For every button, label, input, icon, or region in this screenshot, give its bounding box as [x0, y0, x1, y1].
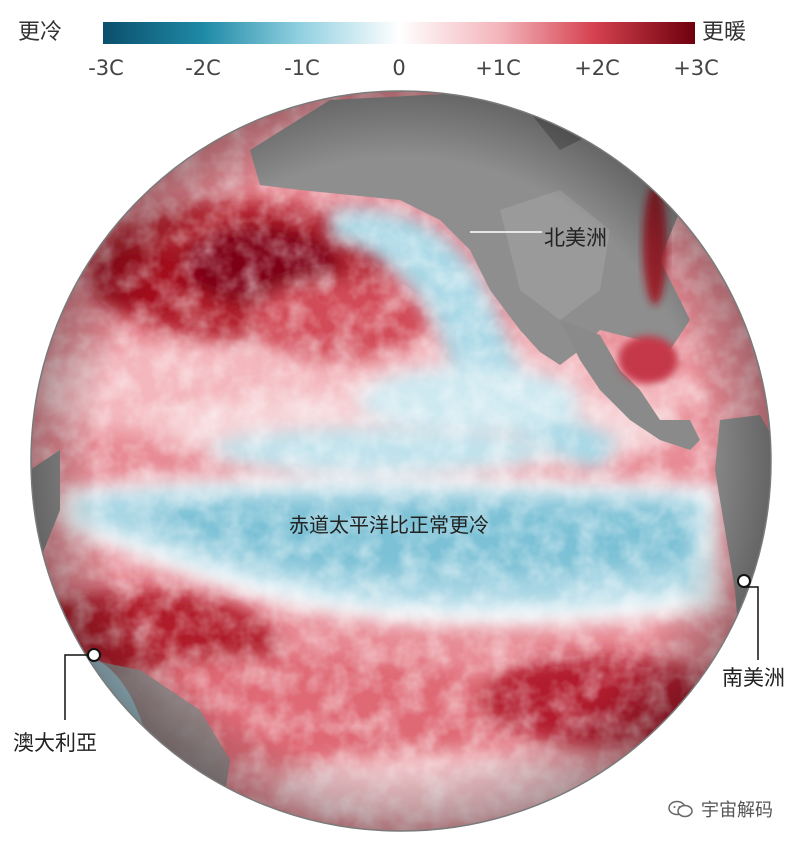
pointer-line: [64, 654, 88, 720]
legend-warm-label: 更暖: [702, 20, 747, 45]
tick-label: 0: [392, 56, 406, 80]
tick-label: +1C: [475, 56, 521, 80]
tick-label: -2C: [185, 56, 221, 80]
label-north-america: 北美洲: [544, 226, 607, 250]
watermark: 宇宙解码: [667, 796, 773, 822]
australia-marker: [87, 648, 101, 662]
globe-svg: [30, 90, 772, 832]
wechat-icon: [668, 800, 693, 818]
tick-label: -1C: [284, 56, 320, 80]
tick-label: +3C: [673, 56, 719, 80]
pointer-line: [744, 586, 759, 660]
colorbar: [103, 22, 695, 44]
tick-label: +2C: [574, 56, 620, 80]
label-equatorial-pacific: 赤道太平洋比正常更冷: [289, 513, 489, 537]
label-australia: 澳大利亞: [13, 731, 97, 755]
globe-map: [0, 90, 802, 842]
legend-cold-label: 更冷: [18, 20, 63, 45]
watermark-text: 宇宙解码: [701, 800, 773, 821]
south-america-marker: [737, 574, 751, 588]
temperature-legend: 更冷 更暖 -3C -2C -1C 0 +1C +2C +3C: [0, 0, 802, 90]
label-south-america: 南美洲: [722, 666, 785, 690]
tick-label: -3C: [88, 56, 124, 80]
